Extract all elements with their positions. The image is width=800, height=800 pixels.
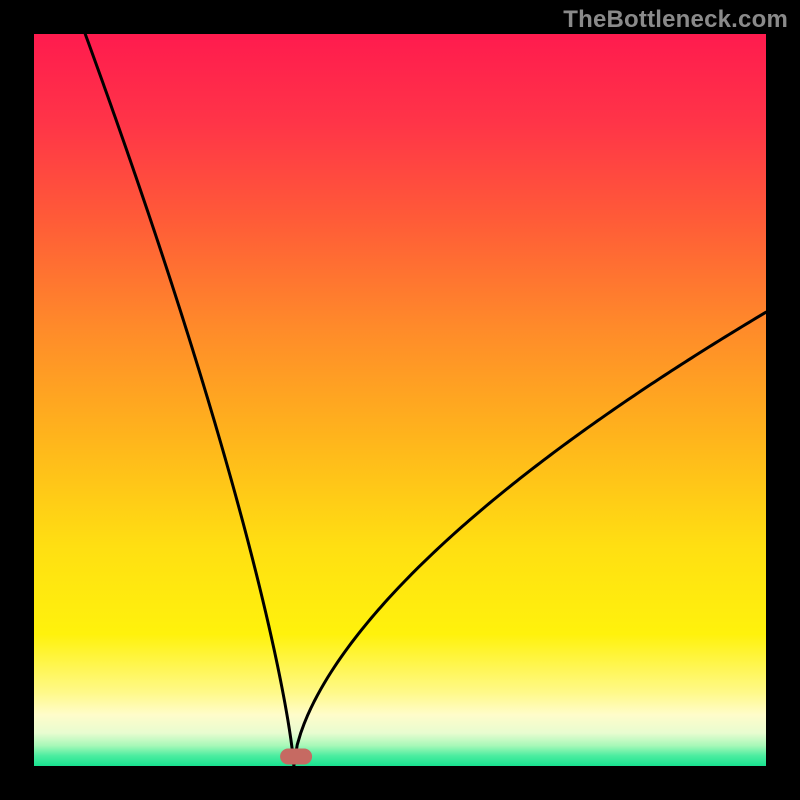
chart-frame: TheBottleneck.com xyxy=(0,0,800,800)
plot-background xyxy=(34,34,766,766)
notch-marker xyxy=(280,749,312,765)
watermark-text: TheBottleneck.com xyxy=(563,6,788,34)
chart-svg xyxy=(0,0,800,800)
